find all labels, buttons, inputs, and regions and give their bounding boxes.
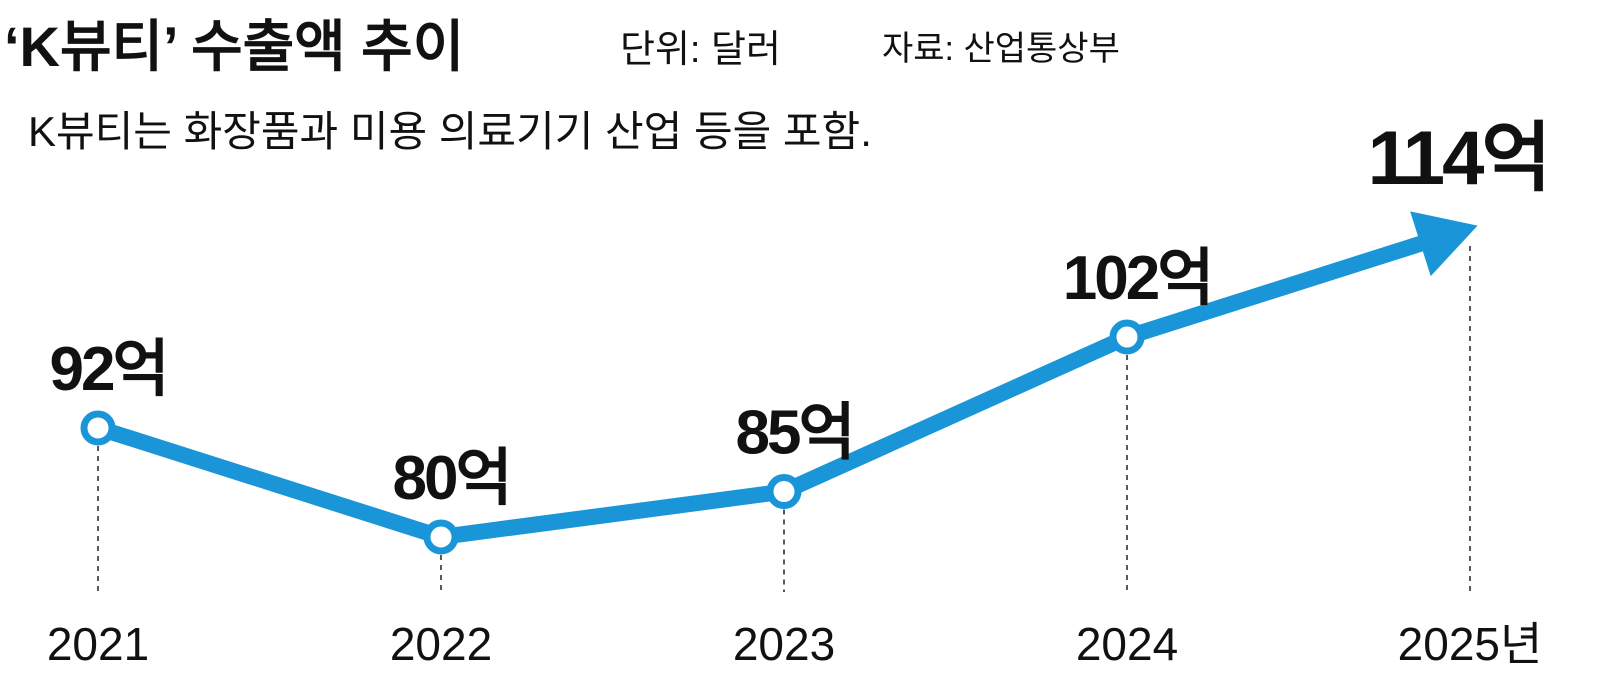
value-label: 114억 xyxy=(1368,116,1549,201)
source-note: 자료: 산업통상부 xyxy=(882,30,1120,68)
x-tick-label: 2024 xyxy=(1076,618,1178,670)
point xyxy=(766,474,802,510)
point xyxy=(423,519,459,555)
unit-note: 단위: 달러 xyxy=(620,29,781,71)
value-label: 92억 xyxy=(49,335,166,404)
value-label: 85억 xyxy=(735,399,852,468)
value-label: 102억 xyxy=(1063,244,1211,313)
subtitle: K뷰티는 화장품과 미용 의료기기 산업 등을 포함. xyxy=(28,108,872,155)
x-tick-label: 2022 xyxy=(390,618,492,670)
chart-title: ‘K뷰티’ 수출액 추이 xyxy=(4,15,464,78)
value-label: 80억 xyxy=(392,444,509,513)
x-tick-label: 2023 xyxy=(733,618,835,670)
arrow-head xyxy=(1410,211,1478,277)
point xyxy=(1109,319,1145,355)
x-tick-label: 2025년 xyxy=(1398,618,1543,670)
point xyxy=(80,410,116,446)
x-tick-label: 2021 xyxy=(47,618,149,670)
line-series xyxy=(95,232,1435,545)
